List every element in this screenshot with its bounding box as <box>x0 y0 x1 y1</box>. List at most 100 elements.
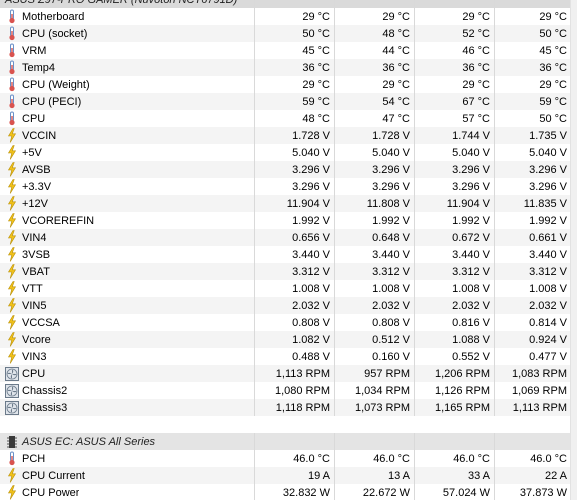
average-value: 0.814 V <box>494 314 571 331</box>
sensor-row[interactable]: PCH 46.0 °C 46.0 °C 46.0 °C 46.0 °C <box>0 450 571 467</box>
average-value: 1,113 RPM <box>494 399 571 416</box>
maximum-value: 0.672 V <box>414 229 494 246</box>
average-value: 5.040 V <box>494 144 571 161</box>
sensor-row[interactable]: Chassis3 1,118 RPM 1,073 RPM 1,165 RPM 1,113… <box>0 399 571 416</box>
sensor-row[interactable]: CPU (Weight) 29 °C 29 °C 29 °C 29 °C <box>0 76 571 93</box>
minimum-value: 0.160 V <box>334 348 414 365</box>
sensor-row[interactable]: CPU (socket) 50 °C 48 °C 52 °C 50 °C <box>0 25 571 42</box>
sensor-row[interactable]: VIN5 2.032 V 2.032 V 2.032 V 2.032 V <box>0 297 571 314</box>
device-group-header[interactable]: ASUS Z97-PRO GAMER (Nuvoton NCT6791D) <box>0 0 571 8</box>
sensor-label-cell: +12V <box>0 195 254 212</box>
current-value: 11.904 V <box>254 195 334 212</box>
sensor-label-cell: +3.3V <box>0 178 254 195</box>
sensor-row[interactable]: CPU Current 19 A 13 A 33 A 22 A <box>0 467 571 484</box>
sensor-label-cell: VCOREREFIN <box>0 212 254 229</box>
sensor-label-cell: Motherboard <box>0 8 254 25</box>
sensor-row[interactable]: CPU 1,113 RPM 957 RPM 1,206 RPM 1,083 RPM <box>0 365 571 382</box>
current-value: 59 °C <box>254 93 334 110</box>
average-value: 0.477 V <box>494 348 571 365</box>
sensor-row[interactable]: VIN4 0.656 V 0.648 V 0.672 V 0.661 V <box>0 229 571 246</box>
sensor-label: VCCSA <box>22 316 60 329</box>
sensor-row[interactable]: VTT 1.008 V 1.008 V 1.008 V 1.008 V <box>0 280 571 297</box>
sensor-label-cell: VCCSA <box>0 314 254 331</box>
sensor-row[interactable]: VIN3 0.488 V 0.160 V 0.552 V 0.477 V <box>0 348 571 365</box>
sensor-row[interactable]: VRM 45 °C 44 °C 46 °C 45 °C <box>0 42 571 59</box>
minimum-value: 46.0 °C <box>334 450 414 467</box>
maximum-value: 2.032 V <box>414 297 494 314</box>
average-value: 0.661 V <box>494 229 571 246</box>
current-value: 3.296 V <box>254 178 334 195</box>
sensor-row[interactable]: VCOREREFIN 1.992 V 1.992 V 1.992 V 1.992 V <box>0 212 571 229</box>
minimum-value: 1,034 RPM <box>334 382 414 399</box>
minimum-value: 1.008 V <box>334 280 414 297</box>
sensor-row[interactable]: VCCIN 1.728 V 1.728 V 1.744 V 1.735 V <box>0 127 571 144</box>
sensor-row[interactable]: 3VSB 3.440 V 3.440 V 3.440 V 3.440 V <box>0 246 571 263</box>
lightning-icon <box>5 332 19 347</box>
current-value: 1,080 RPM <box>254 382 334 399</box>
sensor-row[interactable]: CPU (PECI) 59 °C 54 °C 67 °C 59 °C <box>0 93 571 110</box>
vertical-scrollbar[interactable] <box>570 0 577 500</box>
minimum-value: 36 °C <box>334 59 414 76</box>
sensor-row[interactable]: +12V 11.904 V 11.808 V 11.904 V 11.835 V <box>0 195 571 212</box>
sensor-row[interactable]: +3.3V 3.296 V 3.296 V 3.296 V 3.296 V <box>0 178 571 195</box>
lightning-icon <box>5 298 19 313</box>
lightning-icon <box>5 264 19 279</box>
sensor-row[interactable]: Motherboard 29 °C 29 °C 29 °C 29 °C <box>0 8 571 25</box>
minimum-value: 1,073 RPM <box>334 399 414 416</box>
sensor-row[interactable]: CPU 48 °C 47 °C 57 °C 50 °C <box>0 110 571 127</box>
sensor-row[interactable]: +5V 5.040 V 5.040 V 5.040 V 5.040 V <box>0 144 571 161</box>
empty-cell <box>254 0 334 8</box>
sensor-row[interactable]: CPU Power 32.832 W 22.672 W 57.024 W 37.873 … <box>0 484 571 500</box>
sensor-label-cell: VIN4 <box>0 229 254 246</box>
device-group-header[interactable]: ASUS EC: ASUS All Series <box>0 433 571 450</box>
current-value: 29 °C <box>254 76 334 93</box>
minimum-value: 11.808 V <box>334 195 414 212</box>
sensor-label-cell: VIN5 <box>0 297 254 314</box>
sensor-label-cell: VIN3 <box>0 348 254 365</box>
sensor-label: VBAT <box>22 265 50 278</box>
fan-icon <box>5 366 19 381</box>
thermometer-icon <box>5 451 19 466</box>
maximum-value: 33 A <box>414 467 494 484</box>
sensor-row[interactable]: VCCSA 0.808 V 0.808 V 0.816 V 0.814 V <box>0 314 571 331</box>
average-value: 36 °C <box>494 59 571 76</box>
maximum-value: 36 °C <box>414 59 494 76</box>
minimum-value: 957 RPM <box>334 365 414 382</box>
sensor-label: CPU (socket) <box>22 27 88 40</box>
lightning-icon <box>5 349 19 364</box>
sensor-row[interactable]: Vcore 1.082 V 0.512 V 1.088 V 0.924 V <box>0 331 571 348</box>
sensor-label: Temp4 <box>22 61 56 74</box>
sensor-label-cell: Temp4 <box>0 59 254 76</box>
sensor-row[interactable]: Temp4 36 °C 36 °C 36 °C 36 °C <box>0 59 571 76</box>
sensor-label: Motherboard <box>22 10 85 23</box>
lightning-icon <box>5 145 19 160</box>
sensor-row[interactable]: Chassis2 1,080 RPM 1,034 RPM 1,126 RPM 1,069… <box>0 382 571 399</box>
sensor-row[interactable]: VBAT 3.312 V 3.312 V 3.312 V 3.312 V <box>0 263 571 280</box>
minimum-value: 13 A <box>334 467 414 484</box>
current-value: 1.008 V <box>254 280 334 297</box>
maximum-value: 0.552 V <box>414 348 494 365</box>
empty-cell <box>254 433 334 450</box>
minimum-value: 0.808 V <box>334 314 414 331</box>
average-value: 3.312 V <box>494 263 571 280</box>
sensor-row[interactable]: AVSB 3.296 V 3.296 V 3.296 V 3.296 V <box>0 161 571 178</box>
current-value: 3.296 V <box>254 161 334 178</box>
sensor-label: VIN5 <box>22 299 47 312</box>
sensor-label: Chassis2 <box>22 384 68 397</box>
current-value: 0.808 V <box>254 314 334 331</box>
lightning-icon <box>5 468 19 483</box>
sensor-label: +12V <box>22 197 48 210</box>
sensor-label: VIN3 <box>22 350 47 363</box>
thermometer-icon <box>5 60 19 75</box>
empty-cell <box>494 0 571 8</box>
average-value: 1.008 V <box>494 280 571 297</box>
average-value: 29 °C <box>494 76 571 93</box>
group-title-cell: ASUS Z97-PRO GAMER (Nuvoton NCT6791D) <box>0 0 254 8</box>
minimum-value: 0.512 V <box>334 331 414 348</box>
maximum-value: 1,165 RPM <box>414 399 494 416</box>
sensor-label: VRM <box>22 44 47 57</box>
sensor-label: Chassis3 <box>22 401 68 414</box>
average-value: 50 °C <box>494 110 571 127</box>
sensor-label-cell: CPU <box>0 110 254 127</box>
sensor-label: AVSB <box>22 163 51 176</box>
